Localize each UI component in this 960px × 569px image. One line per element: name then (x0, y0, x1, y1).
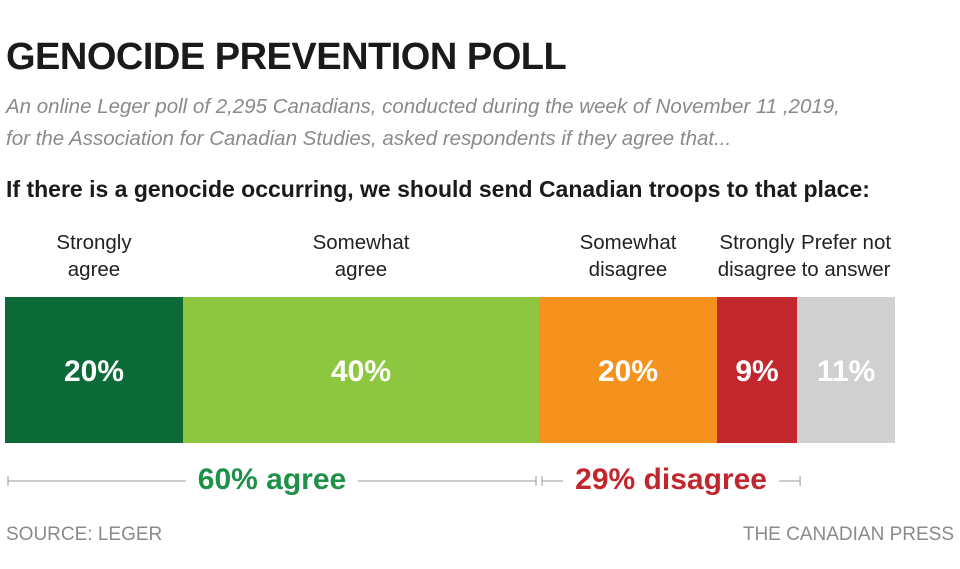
value-label: 11% (816, 355, 876, 388)
credit: THE CANADIAN PRESS (742, 524, 954, 545)
subtitle: An online Leger poll of 2,295 Canadians,… (6, 95, 840, 150)
value-label: 40% (330, 355, 392, 388)
bar-segment (797, 297, 895, 443)
question: If there is a genocide occurring, we sho… (6, 176, 870, 202)
value-label: 20% (597, 355, 659, 388)
group-annotation: 29% disagree (563, 463, 779, 497)
bar-segment (5, 297, 183, 443)
bar-segment (717, 297, 798, 443)
source: SOURCE: LEGER (6, 524, 163, 545)
group-annotation: 60% agree (185, 463, 359, 497)
value-label: 20% (63, 355, 125, 388)
chart-title: GENOCIDE PREVENTION POLL (6, 36, 567, 78)
category-label: Strongly agree (56, 231, 132, 281)
category-label: Strongly disagree (717, 231, 797, 281)
value-label: 9% (735, 355, 779, 388)
bar-segment (183, 297, 539, 443)
bar-segment (539, 297, 717, 443)
category-label: Somewhat disagree (579, 231, 677, 281)
category-label: Somewhat agree (312, 231, 410, 281)
category-label: Prefer not to answer (801, 231, 892, 281)
